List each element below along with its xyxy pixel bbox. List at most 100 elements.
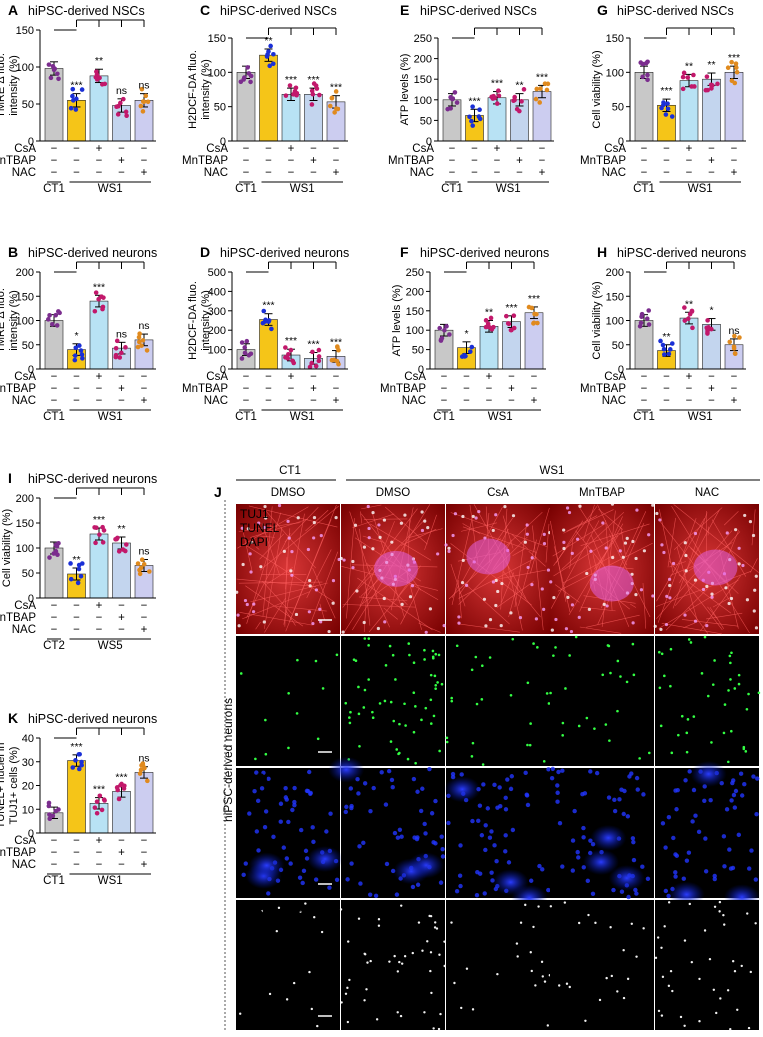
condition-sign: + (531, 395, 538, 407)
significance-label: ** (485, 307, 493, 319)
data-point (316, 358, 322, 364)
data-point (248, 351, 254, 357)
data-point (100, 524, 105, 530)
data-point (665, 101, 670, 106)
data-point (78, 573, 84, 579)
group-label: CT1 (633, 183, 655, 195)
condition-sign: − (288, 383, 295, 395)
y-axis-label: Cell viability (%) (1, 509, 13, 587)
data-point (135, 561, 141, 566)
data-point (92, 805, 98, 810)
data-point (665, 106, 671, 112)
condition-sign: − (96, 847, 103, 859)
data-point (454, 100, 460, 105)
data-point (271, 51, 276, 57)
column-label: DMSO (271, 487, 306, 499)
condition-sign: + (494, 143, 501, 155)
condition-sign: − (141, 143, 148, 155)
condition-sign: − (265, 143, 272, 155)
y-tick-label: 50 (22, 99, 34, 111)
y-tick-label: 250 (414, 33, 432, 45)
data-point (120, 547, 126, 552)
data-point (140, 763, 146, 768)
data-point (239, 356, 245, 361)
condition-sign: − (731, 143, 738, 155)
condition-sign: − (141, 383, 148, 395)
data-point (267, 63, 273, 69)
condition-sign: − (663, 383, 670, 395)
condition-label: NAC (402, 395, 426, 407)
significance-label: *** (285, 74, 297, 86)
data-point (537, 100, 543, 105)
bar (89, 533, 109, 599)
condition-sign: − (641, 395, 648, 407)
micrograph-tile (339, 900, 446, 1031)
condition-sign: − (51, 835, 58, 847)
group-label: CT2 (43, 640, 65, 652)
condition-sign: − (441, 383, 448, 395)
condition-sign: − (539, 155, 546, 167)
data-point (283, 345, 288, 350)
condition-label: CsA (604, 371, 626, 383)
data-point (262, 319, 268, 324)
y-tick-label: 50 (22, 340, 34, 352)
condition-label: MnTBAP (580, 383, 626, 395)
data-point (709, 326, 714, 332)
bar (44, 320, 64, 370)
group-label-ct: CT1 (279, 465, 301, 477)
data-point (94, 77, 100, 82)
condition-sign: + (516, 155, 523, 167)
significance-label: *** (491, 78, 503, 90)
condition-sign: − (663, 395, 670, 407)
data-point (77, 343, 82, 348)
condition-label: NAC (602, 395, 626, 407)
condition-sign: − (449, 155, 456, 167)
data-point (97, 532, 102, 537)
condition-sign: − (333, 143, 340, 155)
condition-sign: + (310, 383, 317, 395)
condition-sign: − (686, 395, 693, 407)
row-label-tunel-row: TUNEL (240, 639, 280, 653)
significance-label: ns (138, 320, 149, 332)
significance-label: *** (660, 85, 672, 97)
y-tick-label: 400 (208, 286, 226, 298)
condition-sign: − (265, 371, 272, 383)
condition-sign: − (243, 155, 250, 167)
condition-sign: − (686, 167, 693, 179)
data-point (54, 544, 60, 549)
micrograph-panel-j: J CT1 WS1 hiPSC-derived neurons DMSO DMSO… (214, 465, 761, 1032)
data-point (660, 342, 666, 348)
data-point (145, 778, 150, 784)
data-point (292, 88, 298, 94)
micrograph-tile (655, 760, 760, 911)
condition-sign: − (486, 383, 493, 395)
data-point (245, 65, 250, 70)
condition-sign: − (118, 371, 125, 383)
micrograph-tile (236, 636, 340, 766)
significance-label: *** (307, 339, 319, 351)
condition-sign: − (73, 847, 80, 859)
condition-label: MnTBAP (182, 155, 228, 167)
condition-sign: − (118, 859, 125, 871)
condition-sign: − (471, 167, 478, 179)
condition-sign: − (288, 155, 295, 167)
y-tick-label: 100 (606, 67, 624, 79)
data-point (121, 96, 126, 102)
data-point (307, 364, 313, 370)
data-point (463, 353, 468, 359)
data-point (332, 110, 337, 115)
y-axis-label: TMRE Δ fluo.intensity (%) (0, 288, 20, 353)
data-point (704, 74, 710, 79)
data-point (663, 112, 669, 117)
y-tick-label: 500 (208, 267, 226, 279)
data-point (491, 93, 496, 99)
data-point (113, 536, 118, 542)
condition-sign: + (539, 167, 546, 179)
condition-label: MnTBAP (388, 155, 434, 167)
condition-sign: + (686, 371, 693, 383)
condition-sign: − (288, 395, 295, 407)
data-point (690, 325, 695, 331)
